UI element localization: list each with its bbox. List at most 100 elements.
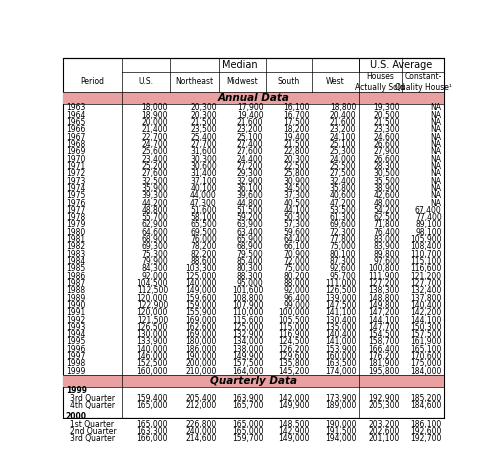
Text: 3rd Quarter: 3rd Quarter <box>70 434 115 443</box>
Text: 37,100: 37,100 <box>190 177 217 186</box>
Text: 105,500: 105,500 <box>278 316 310 325</box>
Text: 72,000: 72,000 <box>283 257 310 266</box>
Text: 26,600: 26,600 <box>373 154 400 163</box>
Text: 23,300: 23,300 <box>373 125 400 134</box>
Text: 100,000: 100,000 <box>278 308 310 317</box>
Text: 159,700: 159,700 <box>232 434 263 443</box>
Text: 64,600: 64,600 <box>141 228 168 237</box>
Text: 1997: 1997 <box>66 352 85 361</box>
Text: 169,000: 169,000 <box>185 316 217 325</box>
Text: 165,000: 165,000 <box>137 420 168 429</box>
Text: 25,200: 25,200 <box>142 162 168 171</box>
Text: 22,800: 22,800 <box>284 147 310 156</box>
Text: 149,000: 149,000 <box>278 434 310 443</box>
Text: 35,500: 35,500 <box>373 177 400 186</box>
Text: 185,200: 185,200 <box>410 394 442 403</box>
Text: 122,900: 122,900 <box>137 301 168 310</box>
Text: 1974: 1974 <box>66 184 85 193</box>
Text: 16,100: 16,100 <box>283 104 310 113</box>
Text: 110,700: 110,700 <box>410 250 442 259</box>
Text: 67,400: 67,400 <box>415 206 442 215</box>
Text: 140,000: 140,000 <box>137 345 168 354</box>
Text: 149,000: 149,000 <box>185 286 217 295</box>
Text: 50,300: 50,300 <box>283 213 310 222</box>
Text: 202,600: 202,600 <box>368 427 400 436</box>
Text: 1996: 1996 <box>66 345 85 354</box>
Text: 80,200: 80,200 <box>283 272 310 281</box>
Text: 24,600: 24,600 <box>373 133 400 142</box>
Text: 200,000: 200,000 <box>185 359 217 368</box>
Text: 148,800: 148,800 <box>368 293 400 302</box>
Text: 66,100: 66,100 <box>283 243 310 252</box>
Text: 17,500: 17,500 <box>283 118 310 127</box>
Text: 2000: 2000 <box>66 412 87 421</box>
Text: 165,700: 165,700 <box>232 401 263 410</box>
Text: Median: Median <box>222 60 258 70</box>
Text: 21,500: 21,500 <box>191 118 217 127</box>
Text: 201,100: 201,100 <box>368 434 400 443</box>
Text: 138,000: 138,000 <box>232 345 263 354</box>
Text: NA: NA <box>431 198 442 208</box>
Text: 186,100: 186,100 <box>410 420 442 429</box>
Text: 1985: 1985 <box>66 264 85 273</box>
Text: 1965: 1965 <box>66 118 85 127</box>
Text: 1971: 1971 <box>66 162 85 171</box>
Text: 42,600: 42,600 <box>373 191 400 200</box>
Text: 68,900: 68,900 <box>237 243 263 252</box>
Text: 116,900: 116,900 <box>279 330 310 339</box>
Text: 47,200: 47,200 <box>330 198 356 208</box>
Text: 77,400: 77,400 <box>415 213 442 222</box>
Text: 32,400: 32,400 <box>330 177 356 186</box>
Text: 64,400: 64,400 <box>283 235 310 244</box>
Text: 212,000: 212,000 <box>186 401 217 410</box>
Text: 80,300: 80,300 <box>237 264 263 273</box>
Text: 75,300: 75,300 <box>141 250 168 259</box>
Text: 62,900: 62,900 <box>142 220 168 229</box>
Text: 20,500: 20,500 <box>373 111 400 120</box>
Text: 170,600: 170,600 <box>410 352 442 361</box>
Text: 23,200: 23,200 <box>237 125 263 134</box>
Text: 63,900: 63,900 <box>237 220 263 229</box>
Text: 163,900: 163,900 <box>232 394 263 403</box>
Text: 120,000: 120,000 <box>137 308 168 317</box>
Text: 186,000: 186,000 <box>186 345 217 354</box>
Text: 63,400: 63,400 <box>237 228 263 237</box>
Text: 65,900: 65,900 <box>237 235 263 244</box>
Text: 192,700: 192,700 <box>410 434 442 443</box>
Text: 161,900: 161,900 <box>410 338 442 347</box>
Text: 51,600: 51,600 <box>190 206 217 215</box>
Text: 24,000: 24,000 <box>330 154 356 163</box>
Text: 96,400: 96,400 <box>283 293 310 302</box>
Text: 111,000: 111,000 <box>325 279 356 288</box>
Text: 174,000: 174,000 <box>325 367 356 376</box>
Text: 101,600: 101,600 <box>232 286 263 295</box>
Text: 1969: 1969 <box>66 147 85 156</box>
Text: 29,300: 29,300 <box>237 169 263 178</box>
Text: 22,700: 22,700 <box>142 133 168 142</box>
Text: 83,000: 83,000 <box>373 235 400 244</box>
Text: 134,000: 134,000 <box>232 338 263 347</box>
Text: 30,900: 30,900 <box>283 177 310 186</box>
Text: 35,800: 35,800 <box>330 184 356 193</box>
Text: Constant-
Quality House¹: Constant- Quality House¹ <box>395 72 451 92</box>
Text: 1963: 1963 <box>66 104 85 113</box>
Text: 214,600: 214,600 <box>186 434 217 443</box>
Text: NA: NA <box>431 140 442 149</box>
Text: 126,500: 126,500 <box>325 286 356 295</box>
Text: U.S. Average: U.S. Average <box>370 60 433 70</box>
Text: 1975: 1975 <box>66 191 85 200</box>
Text: 87,300: 87,300 <box>330 257 356 266</box>
Text: NA: NA <box>431 133 442 142</box>
Text: 163,300: 163,300 <box>137 427 168 436</box>
Text: 61,300: 61,300 <box>330 213 356 222</box>
Text: 154,500: 154,500 <box>368 330 400 339</box>
Text: 124,500: 124,500 <box>279 338 310 347</box>
Text: 24,700: 24,700 <box>142 140 168 149</box>
Text: 132,400: 132,400 <box>410 286 442 295</box>
Text: 125,000: 125,000 <box>186 272 217 281</box>
Text: 140,400: 140,400 <box>325 330 356 339</box>
Text: Northeast: Northeast <box>176 77 214 87</box>
Text: 166,000: 166,000 <box>137 434 168 443</box>
Text: 25,400: 25,400 <box>190 133 217 142</box>
Text: 159,400: 159,400 <box>137 394 168 403</box>
